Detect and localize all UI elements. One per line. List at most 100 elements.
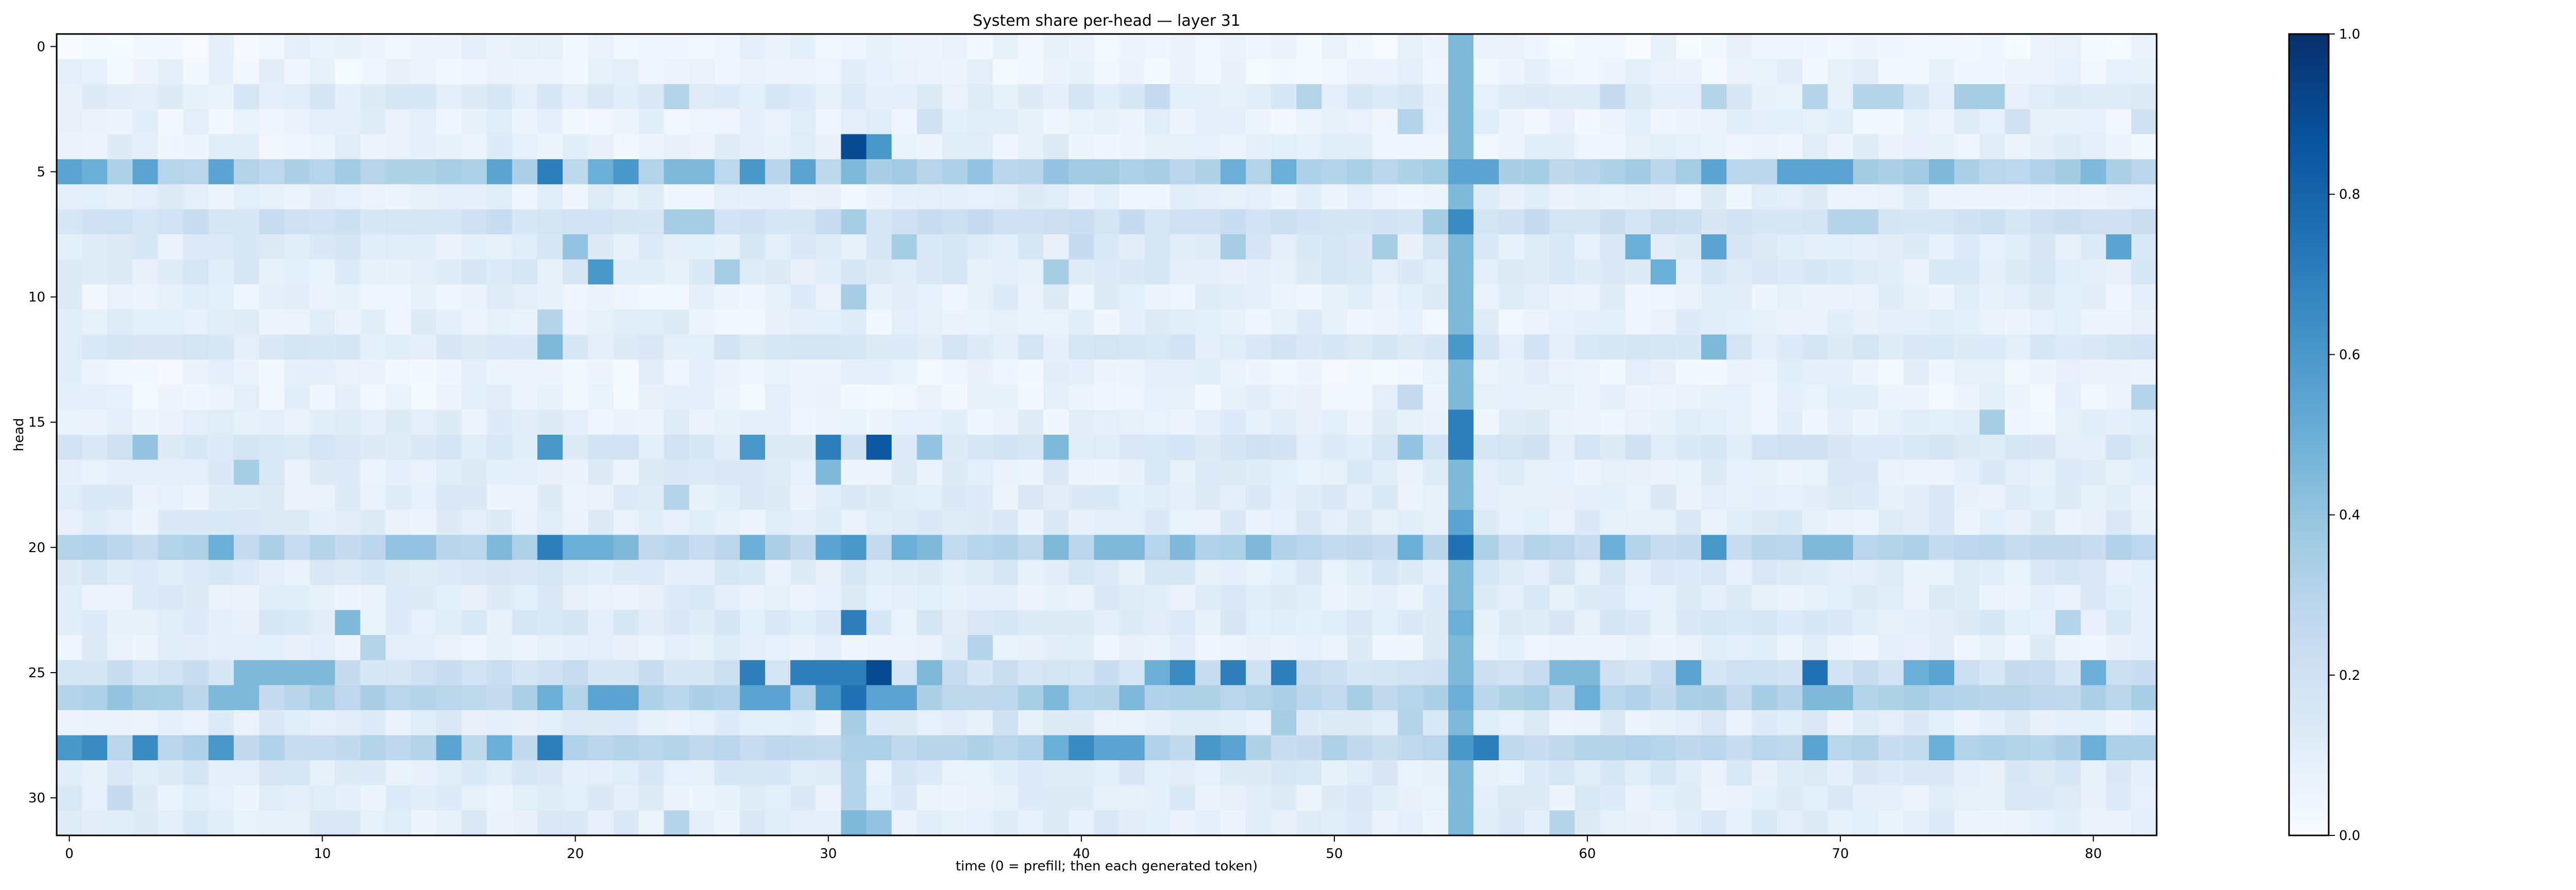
- heatmap-cell: [816, 610, 841, 636]
- heatmap-cell: [1094, 234, 1120, 260]
- heatmap-cell: [714, 209, 740, 235]
- heatmap-cell: [57, 409, 82, 435]
- heatmap-cell: [82, 159, 108, 185]
- heatmap-cell: [57, 635, 82, 661]
- heatmap-cell: [310, 535, 335, 560]
- heatmap-cell: [1170, 34, 1196, 60]
- heatmap-cell: [1853, 509, 1879, 536]
- heatmap-cell: [638, 785, 665, 811]
- heatmap-cell: [1954, 535, 1980, 560]
- heatmap-cell: [360, 234, 386, 260]
- heatmap-cell: [1574, 760, 1601, 786]
- heatmap-cell: [1524, 34, 1550, 60]
- heatmap-cell: [1878, 760, 1904, 786]
- heatmap-cell: [1246, 159, 1272, 185]
- heatmap-cell: [664, 409, 690, 435]
- heatmap-cell: [1625, 459, 1651, 485]
- heatmap-cell: [1422, 509, 1449, 536]
- heatmap-cell: [2106, 284, 2132, 310]
- heatmap-cell: [259, 409, 285, 435]
- heatmap-cell: [664, 284, 690, 310]
- heatmap-cell: [1979, 109, 2005, 135]
- heatmap-cell: [537, 485, 563, 510]
- heatmap-cell: [335, 334, 361, 360]
- heatmap-cell: [1195, 84, 1221, 110]
- heatmap-cell: [1524, 209, 1550, 235]
- heatmap-cell: [765, 810, 791, 836]
- heatmap-cell: [1473, 34, 1499, 60]
- heatmap-cell: [537, 435, 563, 460]
- heatmap-cell: [1448, 459, 1474, 485]
- heatmap-cell: [132, 109, 159, 135]
- heatmap-cell: [841, 309, 867, 335]
- heatmap-cell: [208, 610, 234, 636]
- heatmap-cell: [1271, 334, 1297, 360]
- heatmap-cell: [967, 485, 993, 510]
- heatmap-cell: [917, 560, 943, 586]
- heatmap-cell: [739, 59, 766, 84]
- heatmap-cell: [461, 109, 487, 135]
- heatmap-cell: [1650, 760, 1676, 786]
- heatmap-cell: [1018, 509, 1044, 536]
- heatmap-cell: [1726, 384, 1752, 410]
- heatmap-cell: [512, 610, 538, 636]
- heatmap-cell: [1422, 660, 1449, 686]
- heatmap-cell: [1119, 360, 1145, 385]
- heatmap-cell: [891, 535, 918, 560]
- heatmap-cell: [132, 760, 159, 786]
- heatmap-cell: [1574, 810, 1601, 836]
- heatmap-cell: [1448, 585, 1474, 610]
- x-tick-label: 70: [1832, 846, 1849, 862]
- heatmap-cell: [1321, 334, 1348, 360]
- heatmap-cell: [689, 735, 715, 761]
- heatmap-cell: [689, 610, 715, 636]
- heatmap-cell: [158, 760, 184, 786]
- heatmap-cell: [2005, 610, 2031, 636]
- heatmap-cell: [537, 334, 563, 360]
- heatmap-cell: [1321, 159, 1348, 185]
- heatmap-cell: [1979, 384, 2005, 410]
- heatmap-cell: [765, 34, 791, 60]
- heatmap-cell: [208, 735, 234, 761]
- heatmap-cell: [537, 59, 563, 84]
- heatmap-cell: [1372, 309, 1398, 335]
- heatmap-cell: [132, 435, 159, 460]
- heatmap-cell: [1397, 785, 1423, 811]
- heatmap-cell: [1144, 685, 1171, 711]
- heatmap-cell: [1726, 509, 1752, 536]
- heatmap-cell: [1878, 610, 1904, 636]
- heatmap-cell: [512, 360, 538, 385]
- heatmap-cell: [2106, 785, 2132, 811]
- heatmap-cell: [512, 509, 538, 536]
- heatmap-cell: [1625, 660, 1651, 686]
- heatmap-cell: [208, 485, 234, 510]
- heatmap-cell: [82, 184, 108, 210]
- heatmap-cell: [1448, 560, 1474, 586]
- heatmap-cell: [790, 735, 816, 761]
- heatmap-cell: [1802, 84, 1828, 110]
- heatmap-cell: [1069, 109, 1095, 135]
- heatmap-cell: [512, 735, 538, 761]
- heatmap-cell: [739, 710, 766, 736]
- heatmap-cell: [486, 485, 513, 510]
- heatmap-cell: [1094, 785, 1120, 811]
- heatmap-cell: [436, 810, 462, 836]
- heatmap-cell: [1802, 309, 1828, 335]
- heatmap-cell: [1170, 384, 1196, 410]
- heatmap-cell: [841, 459, 867, 485]
- heatmap-cell: [816, 234, 841, 260]
- heatmap-cell: [2055, 59, 2081, 84]
- heatmap-cell: [1878, 334, 1904, 360]
- heatmap-cell: [82, 409, 108, 435]
- heatmap-cell: [1777, 435, 1803, 460]
- heatmap-cell: [1524, 459, 1550, 485]
- heatmap-cell: [1574, 384, 1601, 410]
- heatmap-cell: [816, 184, 841, 210]
- heatmap-cell: [537, 209, 563, 235]
- heatmap-cell: [1170, 459, 1196, 485]
- heatmap-cell: [158, 184, 184, 210]
- heatmap-cell: [385, 184, 412, 210]
- heatmap-cell: [512, 384, 538, 410]
- heatmap-cell: [2055, 259, 2081, 285]
- heatmap-cell: [1549, 685, 1575, 711]
